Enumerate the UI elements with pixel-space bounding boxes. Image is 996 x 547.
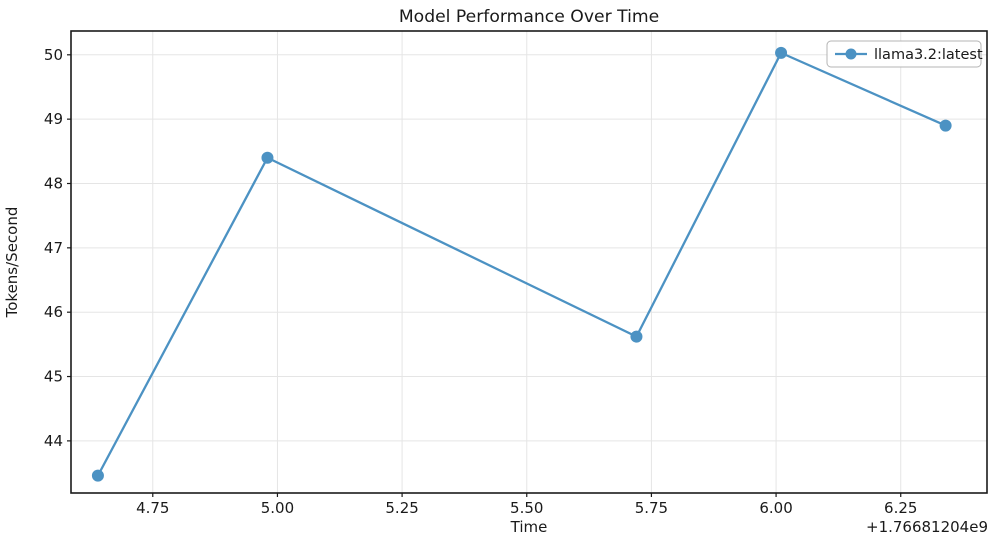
legend-label: llama3.2:latest [874,47,983,63]
x-tick-label: 5.50 [510,499,543,517]
gridlines [71,31,987,493]
y-tick-label: 47 [44,239,63,257]
x-axis-label: Time [510,518,548,536]
y-axis-label: Tokens/Second [3,207,21,319]
data-point-marker [630,330,643,343]
data-series [91,46,952,482]
chart-title: Model Performance Over Time [399,7,659,27]
y-tick-label: 49 [44,110,63,128]
y-tick-label: 46 [44,303,63,321]
legend-marker-sample-icon [845,48,857,60]
x-tick-label: 6.25 [884,499,917,517]
data-point-marker [261,151,274,164]
legend-box [826,40,982,68]
data-point-marker [775,46,788,59]
y-tick-label: 48 [44,174,63,192]
legend: llama3.2:latest [826,40,983,68]
data-point-marker [939,119,952,132]
x-axis-offset-text: +1.76681204e9 [866,518,988,536]
y-tick-label: 45 [44,368,63,386]
plot-area-border [70,30,988,494]
x-tick-label: 5.25 [385,499,418,517]
x-tick-label: 5.75 [635,499,668,517]
y-tick-label: 44 [44,432,63,450]
data-point-marker [91,469,104,482]
x-tick-label: 4.75 [136,499,169,517]
x-tick-label: 5.00 [261,499,294,517]
axis-ticks: 4.75 5.00 5.25 5.50 5.75 6.00 6.25 44 45 46 47 48 49… [44,46,918,517]
x-tick-label: 6.00 [759,499,792,517]
y-tick-label: 50 [44,46,63,64]
series-line [96,51,947,477]
